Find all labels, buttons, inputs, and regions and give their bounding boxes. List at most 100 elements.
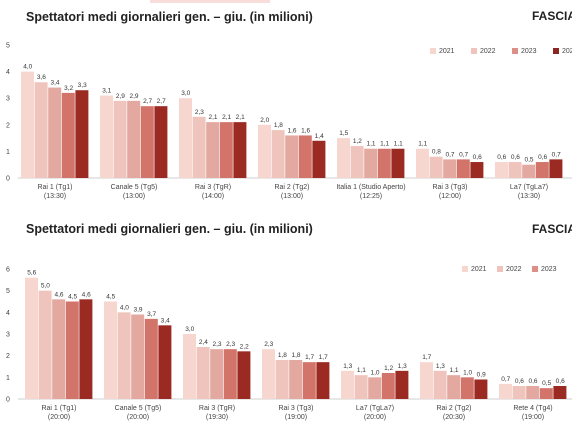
bar (104, 301, 117, 399)
data-label: 0,6 (497, 154, 506, 161)
bar (443, 159, 457, 178)
legend-label: 2022 (480, 48, 496, 55)
bar (258, 124, 271, 178)
chart-panel-1200: Spettatori medi giornalieri gen. – giu. … (0, 0, 572, 210)
data-label: 1,7 (305, 354, 314, 361)
data-label: 1,8 (274, 122, 283, 129)
data-label: 2,4 (199, 339, 208, 346)
x-category-label: Rai 1 (Tg1) (37, 184, 72, 191)
bar (233, 122, 247, 178)
legend-label: 2023 (541, 266, 557, 273)
fascia-label: FASCIA 12:00 (532, 9, 572, 23)
x-category-label: Rai 3 (Tg3) (278, 405, 313, 412)
data-label: 2,1 (236, 114, 245, 121)
bar (447, 375, 461, 399)
data-label: 2,1 (208, 114, 217, 121)
data-label: 4,0 (120, 304, 129, 311)
bar (113, 100, 127, 178)
bar (381, 373, 395, 399)
x-category-time: (20:00) (127, 414, 149, 421)
data-label: 2,3 (264, 341, 273, 348)
x-category-time: (13:00) (281, 193, 303, 200)
y-tick-label: 2 (6, 122, 10, 129)
y-tick-label: 3 (6, 332, 10, 339)
x-category-label: Rai 2 (Tg2) (436, 405, 471, 412)
bar (499, 383, 512, 399)
data-label: 5,0 (41, 283, 50, 290)
x-category-label: Canale 5 (Tg5) (111, 184, 158, 191)
data-label: 1,3 (436, 363, 445, 370)
data-label: 0,6 (473, 154, 482, 161)
data-label: 2,3 (212, 341, 221, 348)
x-category-time: (20:00) (364, 414, 386, 421)
bar (131, 314, 145, 399)
data-label: 1,6 (301, 127, 310, 134)
bar (25, 277, 38, 399)
data-label: 3,6 (37, 74, 46, 81)
data-label: 4,5 (106, 294, 115, 301)
bar (262, 349, 275, 399)
bar (377, 148, 391, 178)
legend-swatch (462, 266, 468, 272)
x-category-label: La7 (TgLa7) (510, 184, 548, 191)
bar (61, 92, 75, 178)
legend-label: 2024 (562, 48, 572, 55)
bar (508, 162, 522, 178)
data-label: 0,9 (477, 372, 486, 379)
bar (368, 377, 382, 399)
legend-label: 2021 (439, 48, 455, 55)
x-category-label: Italia 1 (Studio Aperto) (336, 184, 405, 191)
x-category-label: Canale 5 (Tg5) (115, 405, 162, 412)
bar (100, 95, 113, 178)
bar (364, 148, 378, 178)
data-label: 1,0 (370, 369, 379, 376)
bar (341, 370, 354, 399)
data-label: 3,3 (78, 82, 87, 89)
data-label: 4,0 (23, 64, 32, 71)
chart-title: Spettatori medi giornalieri gen. – giu. … (26, 222, 313, 236)
x-category-time: (20:30) (443, 414, 465, 421)
y-tick-label: 3 (6, 96, 10, 103)
legend-swatch (471, 48, 477, 54)
bar (474, 379, 488, 399)
bar (285, 135, 299, 178)
data-label: 2,7 (157, 98, 166, 105)
bar (391, 148, 405, 178)
bar (460, 377, 474, 399)
legend-label: 2021 (471, 266, 487, 273)
bar (316, 362, 330, 399)
x-category-label: Rai 2 (Tg2) (274, 184, 309, 191)
data-label: 0,6 (556, 378, 565, 385)
x-category-label: La7 (TgLa7) (356, 405, 394, 412)
data-label: 2,1 (222, 114, 231, 121)
data-label: 1,1 (366, 141, 375, 148)
data-label: 0,5 (524, 157, 533, 164)
data-label: 1,6 (287, 127, 296, 134)
x-category-time: (19:30) (206, 414, 228, 421)
bar (539, 388, 553, 399)
y-tick-label: 5 (6, 288, 10, 295)
bar (416, 148, 429, 178)
data-label: 0,7 (501, 376, 510, 383)
data-label: 5,6 (27, 270, 36, 277)
bar (526, 386, 540, 399)
data-label: 0,6 (515, 378, 524, 385)
bar (192, 116, 206, 178)
x-category-time: (12:25) (360, 193, 382, 200)
y-tick-label: 5 (6, 43, 10, 50)
y-tick-label: 1 (6, 375, 10, 382)
legend-swatch (532, 266, 538, 272)
bar (21, 71, 34, 178)
fascia-label: FASCIA 18:30 (532, 222, 572, 236)
data-label: 1,2 (384, 365, 393, 372)
data-label: 1,3 (398, 363, 407, 370)
data-label: 4,6 (82, 291, 91, 298)
data-label: 1,1 (418, 141, 427, 148)
data-label: 3,4 (161, 317, 170, 324)
legend-swatch (430, 48, 436, 54)
data-label: 2,0 (260, 117, 269, 124)
chart-title: Spettatori medi giornalieri gen. – giu. … (26, 10, 313, 24)
bar (117, 312, 131, 399)
x-category-time: (12:00) (439, 193, 461, 200)
bar (522, 164, 536, 178)
